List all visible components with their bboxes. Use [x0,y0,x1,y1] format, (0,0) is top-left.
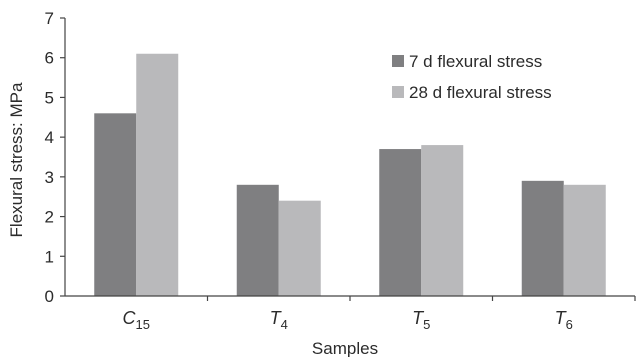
y-tick-label: 0 [45,287,54,306]
x-axis-ticks: C15 T4 T5 T6 [123,296,636,332]
y-tick-label: 3 [45,168,54,187]
y-tick-label: 7 [45,9,54,28]
bars [94,53,606,296]
x-axis-title: Samples [312,339,378,357]
y-tick-label: 4 [45,128,54,147]
bar [136,53,179,296]
legend-swatch [392,55,404,67]
y-tick-label: 6 [45,49,54,68]
x-tick-label: C15 [123,308,150,332]
y-axis-title: Flexural stress: MPa [7,82,26,237]
bar [278,200,321,296]
bar [94,113,137,296]
x-tick-label: T5 [412,308,430,332]
legend-label: 7 d flexural stress [409,52,542,71]
bar [421,145,464,296]
x-tick-label: T6 [555,308,573,332]
legend-swatch [392,86,404,98]
legend-label: 28 d flexural stress [409,83,552,102]
x-tick-label: T4 [270,308,288,332]
bar [379,149,422,296]
y-tick-label: 5 [45,88,54,107]
y-axis-ticks: 0 1 2 3 4 5 6 7 [45,9,65,306]
bar [521,180,564,296]
y-tick-label: 1 [45,247,54,266]
bar [236,184,279,296]
bar [563,184,606,296]
legend: 7 d flexural stress 28 d flexural stress [392,52,552,102]
y-tick-label: 2 [45,208,54,227]
